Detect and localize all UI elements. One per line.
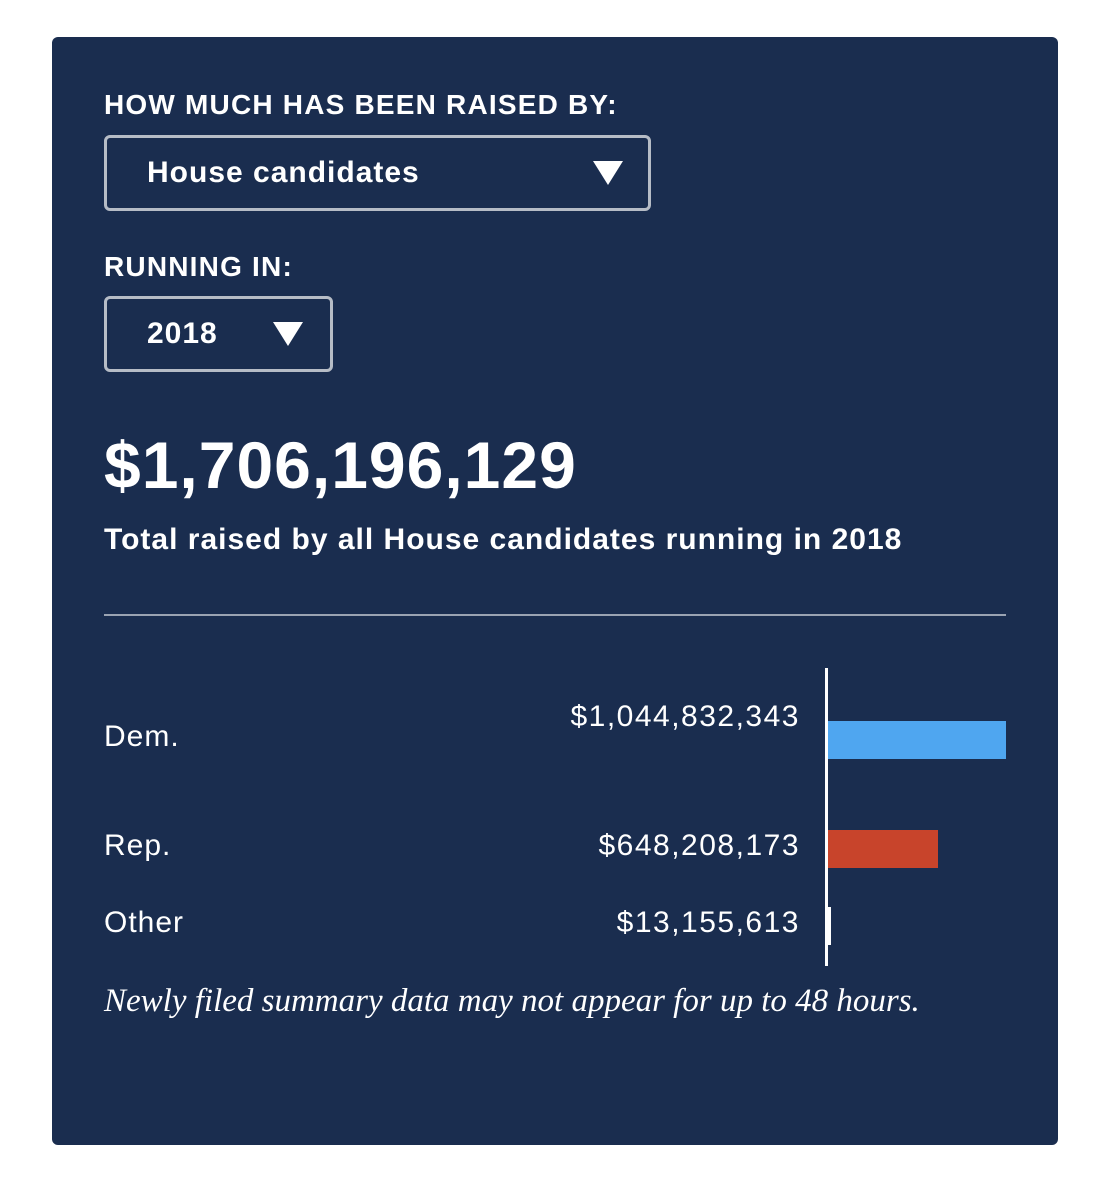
divider <box>104 614 1006 616</box>
value-label-dem: $1,044,832,343 <box>570 700 800 733</box>
bar-other <box>828 907 831 945</box>
party-bar-chart: Dem. $1,044,832,343 Rep. $648,208,173 Other $… <box>52 37 1058 1145</box>
fundraising-card: HOW MUCH HAS BEEN RAISED BY: House candi… <box>52 37 1058 1145</box>
running-in-select[interactable]: 2018 <box>104 296 333 372</box>
bar-rep <box>828 830 938 868</box>
chevron-down-icon <box>593 161 623 185</box>
raised-by-select[interactable]: House candidates <box>104 135 651 211</box>
category-label-rep: Rep. <box>104 829 172 862</box>
chart-axis-line <box>825 668 828 966</box>
raised-by-selected-value: House candidates <box>147 156 420 189</box>
bar-dem <box>828 721 1006 759</box>
running-in-label: RUNNING IN: <box>104 251 293 282</box>
data-disclaimer-note: Newly filed summary data may not appear … <box>104 983 920 1019</box>
category-label-other: Other <box>104 906 185 939</box>
running-in-selected-value: 2018 <box>147 317 218 350</box>
total-raised-amount: $1,706,196,129 <box>104 428 577 502</box>
value-label-rep: $648,208,173 <box>598 829 800 862</box>
chevron-down-icon <box>273 322 303 346</box>
raised-by-label: HOW MUCH HAS BEEN RAISED BY: <box>104 89 618 120</box>
value-label-other: $13,155,613 <box>616 906 800 939</box>
total-raised-description: Total raised by all House candidates run… <box>104 523 903 556</box>
category-label-dem: Dem. <box>104 720 180 753</box>
